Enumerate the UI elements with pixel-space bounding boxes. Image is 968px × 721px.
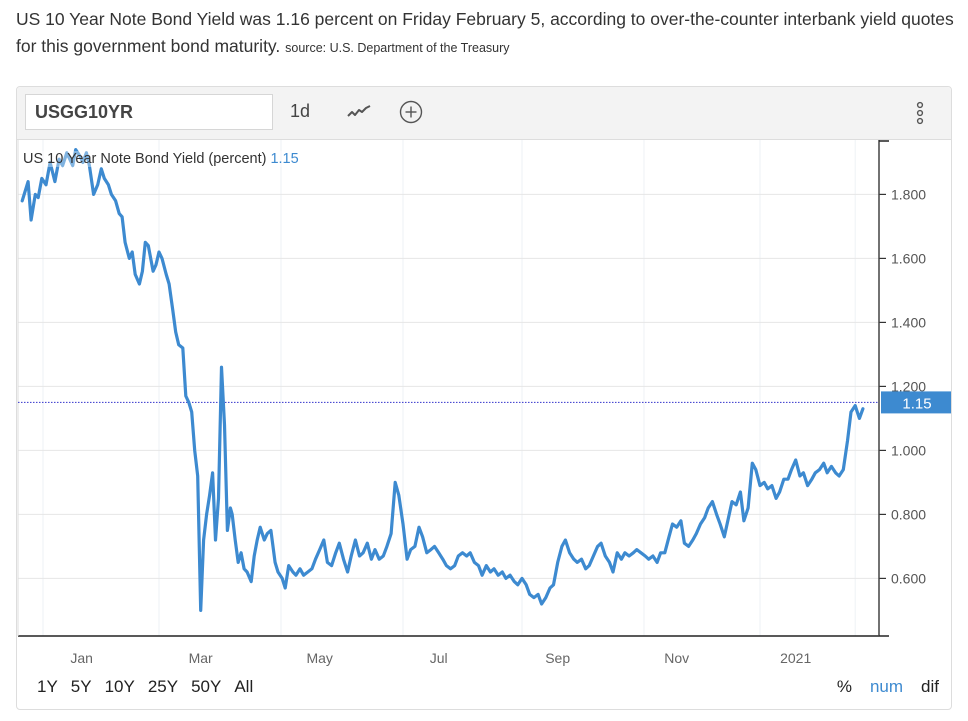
- y-grid: [18, 193, 879, 579]
- mode-button-percent[interactable]: %: [836, 677, 852, 696]
- axes: [17, 140, 889, 637]
- y-tick-label: 1.800: [891, 186, 926, 202]
- interval-selector[interactable]: 1d: [290, 101, 311, 121]
- chart-card: USGG10YR 1d US 10 Year Note Bond Yield (…: [16, 86, 952, 710]
- x-tick-label: May: [306, 650, 332, 666]
- y-tick-label: 1.400: [891, 314, 926, 330]
- headline-text: US 10 Year Note Bond Yield was 1.16 perc…: [16, 9, 954, 56]
- headline: US 10 Year Note Bond Yield was 1.16 perc…: [16, 6, 956, 62]
- x-tick-label: Sep: [545, 650, 570, 666]
- legend-value: 1.15: [270, 151, 299, 167]
- y-axis-labels: 0.600 0.800 1.000 1.200 1.400 1.600 1.800: [891, 186, 926, 586]
- x-grid: [42, 140, 856, 636]
- series-group: [20, 147, 865, 613]
- range-button-10y[interactable]: 10Y: [104, 677, 135, 696]
- y-tick-label: 1.200: [891, 378, 926, 394]
- range-selector: 1Y 5Y 10Y 25Y 50Y All: [37, 677, 266, 697]
- y-tick-label: 1.000: [891, 442, 926, 458]
- x-tick-label: Jan: [70, 650, 93, 666]
- mode-selector: % num dif: [819, 677, 939, 697]
- mode-button-num[interactable]: num: [869, 677, 904, 696]
- range-button-25y[interactable]: 25Y: [147, 677, 179, 696]
- last-value-badge: [881, 391, 951, 414]
- x-tick-label: 2021: [780, 650, 811, 666]
- plus-circle-icon[interactable]: [399, 100, 423, 124]
- series-line: [20, 147, 865, 613]
- last-value-badge-text: 1.15: [902, 395, 931, 412]
- line-chart-icon[interactable]: [347, 103, 371, 121]
- x-tick-label: Mar: [189, 650, 213, 666]
- chart-toolbar: USGG10YR 1d: [17, 87, 951, 140]
- vertical-dots-icon[interactable]: [913, 101, 927, 127]
- x-axis-labels: Jan Mar May Jul Sep Nov 2021: [70, 650, 811, 666]
- range-button-5y[interactable]: 5Y: [70, 677, 92, 696]
- symbol-input[interactable]: USGG10YR: [25, 94, 273, 130]
- chart-plot: 0.600 0.800 1.000 1.200 1.400 1.600 1.800 Jan M…: [17, 140, 951, 666]
- y-tick-label: 0.800: [891, 506, 926, 522]
- range-button-1y[interactable]: 1Y: [37, 677, 58, 696]
- last-value-badge-group: 1.15: [881, 391, 951, 414]
- legend-label: US 10 Year Note Bond Yield (percent): [23, 151, 267, 167]
- chart-legend: US 10 Year Note Bond Yield (percent) 1.1…: [23, 151, 299, 167]
- x-tick-label: Nov: [664, 650, 689, 666]
- y-tick-label: 0.600: [891, 570, 926, 586]
- headline-source: source: U.S. Department of the Treasury: [285, 41, 510, 55]
- mode-button-dif[interactable]: dif: [921, 677, 939, 696]
- range-button-all[interactable]: All: [234, 677, 254, 696]
- range-button-50y[interactable]: 50Y: [191, 677, 222, 696]
- x-tick-label: Jul: [430, 650, 448, 666]
- y-tick-label: 1.600: [891, 250, 926, 266]
